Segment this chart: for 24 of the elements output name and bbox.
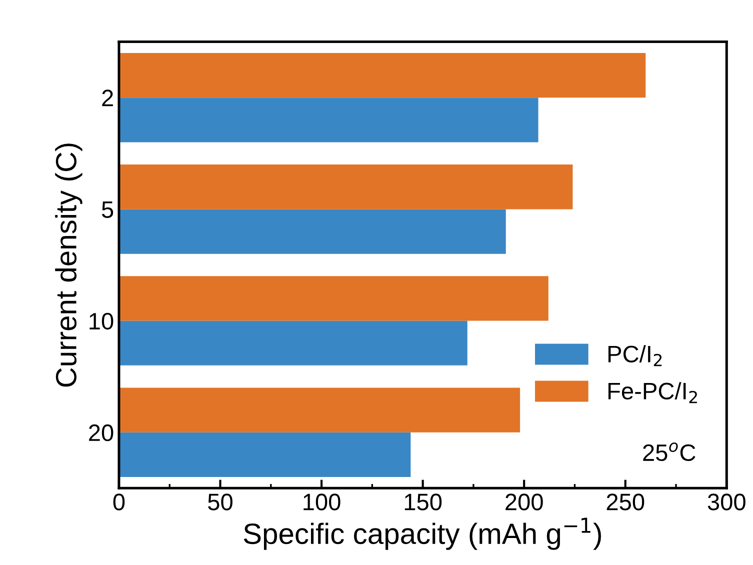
- x-tick-label: 250: [606, 494, 644, 510]
- legend-label: Fe-PC/I$_{2}$: [608, 382, 697, 404]
- x-axis-title: Specific capacity (mAh g$^{−1}$): [244, 518, 601, 550]
- bar: [118, 320, 468, 366]
- x-tick-label: 300: [708, 494, 746, 510]
- bar: [118, 52, 646, 98]
- bar: [118, 432, 411, 477]
- bar: [118, 98, 538, 142]
- y-tick-label: 5: [102, 202, 114, 218]
- bar: [118, 276, 548, 321]
- legend-label: PC/I$_{2}$: [608, 345, 662, 366]
- y-tick-label: 20: [89, 424, 114, 442]
- x-tick-label: 150: [404, 494, 442, 510]
- bar: [118, 164, 573, 210]
- x-tick-label: 0: [113, 494, 125, 510]
- y-tick-label: 10: [90, 312, 114, 330]
- x-tick-label: 100: [304, 494, 340, 510]
- y-axis-title: Current density (C): [55, 144, 82, 387]
- bar: [118, 209, 506, 254]
- x-tick-label: 50: [208, 494, 232, 510]
- bar: [118, 388, 520, 432]
- annotation: 25$^{o}$C: [643, 442, 696, 462]
- y-tick-label: 2: [102, 90, 113, 106]
- x-tick-label: 200: [506, 494, 543, 510]
